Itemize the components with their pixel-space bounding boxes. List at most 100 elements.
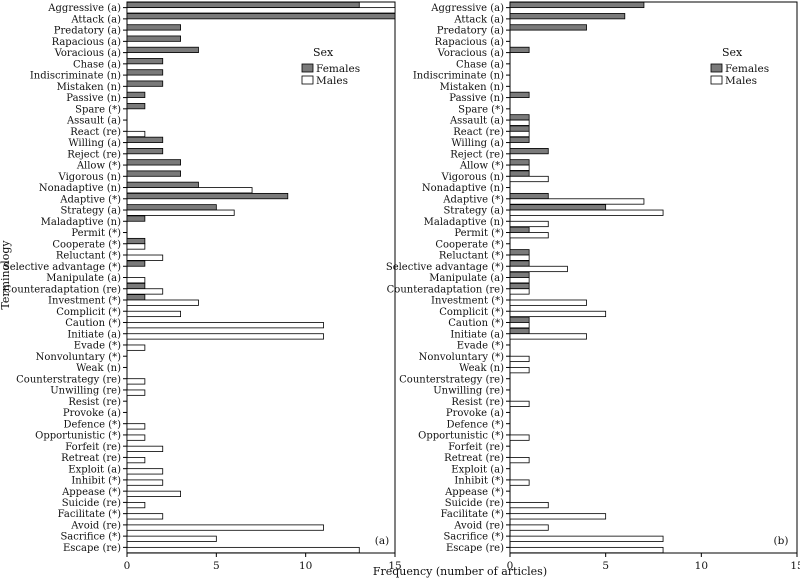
legend-label-males: Males xyxy=(725,75,757,87)
y-tick-label: React (re) xyxy=(70,127,121,138)
males-bar xyxy=(509,367,530,374)
y-tick-label: Allow (*) xyxy=(76,161,121,172)
males-bar xyxy=(126,130,146,138)
males-bar xyxy=(126,310,181,318)
females-bar xyxy=(126,103,146,110)
males-bar xyxy=(509,501,549,509)
y-tick-label: Spare (*) xyxy=(75,104,121,115)
y-tick-label: Adaptive (*) xyxy=(442,194,504,205)
y-tick-label: Nonadaptive (n) xyxy=(39,183,121,194)
y-tick-label: Maladaptive (n) xyxy=(41,217,121,228)
females-bar xyxy=(126,159,181,166)
y-tick-label: Maladaptive (n) xyxy=(424,217,504,228)
y-tick-label: Rapacious (a) xyxy=(435,37,505,48)
males-bar xyxy=(509,119,530,126)
females-bar xyxy=(509,170,530,177)
x-tick-label: 10 xyxy=(695,560,708,572)
y-tick-label: Attack (a) xyxy=(70,14,121,25)
y-tick-label: Nonvoluntary (*) xyxy=(419,352,504,363)
males-bar xyxy=(509,209,664,216)
y-tick-label: Attack (a) xyxy=(453,14,504,25)
y-tick-label: Complicit (*) xyxy=(439,307,504,318)
females-bar xyxy=(126,215,146,222)
females-bar xyxy=(126,181,199,188)
y-tick-label: Avoid (re) xyxy=(453,520,504,531)
females-bar xyxy=(126,260,146,267)
y-tick-label: Retreat (re) xyxy=(61,453,121,464)
y-tick-label: Counteradaptation (re) xyxy=(387,284,504,295)
legend-label-males: Males xyxy=(316,75,348,87)
y-tick-label: Suicide (re) xyxy=(445,498,504,509)
y-tick-label: Escape (re) xyxy=(446,543,504,554)
x-tick-label: 15 xyxy=(388,560,401,572)
y-tick-label: Defence (*) xyxy=(64,419,122,430)
females-bar xyxy=(126,1,360,9)
y-tick-label: Predatory (a) xyxy=(437,26,504,37)
males-bar xyxy=(126,7,396,14)
legend-title: Sex xyxy=(722,46,743,59)
males-bar xyxy=(126,254,164,261)
males-bar xyxy=(126,243,146,250)
males-bar xyxy=(126,457,146,464)
females-bar xyxy=(126,24,181,31)
females-bar xyxy=(509,282,530,290)
y-tick-label: Willing (a) xyxy=(451,138,504,149)
legend-label-females: Females xyxy=(316,63,360,75)
females-bar xyxy=(509,24,587,31)
y-tick-label: Exploit (a) xyxy=(68,464,121,475)
males-bar xyxy=(509,434,530,441)
y-tick-label: Unwilling (re) xyxy=(433,386,504,397)
females-bar xyxy=(126,58,164,65)
y-tick-label: Assault (a) xyxy=(449,116,504,127)
y-tick-label: Chase (a) xyxy=(456,59,504,70)
males-bar xyxy=(509,546,664,554)
legend-swatch-females xyxy=(710,63,723,73)
males-bar xyxy=(509,130,530,138)
males-bar xyxy=(509,524,549,531)
males-bar xyxy=(509,265,568,273)
males-bar xyxy=(509,220,549,228)
females-bar xyxy=(509,148,549,155)
males-bar xyxy=(509,400,530,407)
x-tick-label: 15 xyxy=(790,560,800,572)
y-tick-label: Manipulate (a) xyxy=(429,273,504,284)
y-tick-label: Willing (a) xyxy=(68,138,121,149)
y-tick-label: Permit (*) xyxy=(71,228,121,239)
females-bar xyxy=(126,170,181,177)
males-bar xyxy=(126,277,146,284)
y-tick-label: Weak (n) xyxy=(459,363,504,374)
females-bar xyxy=(126,91,146,98)
y-tick-label: Appease (*) xyxy=(61,487,121,498)
males-bar xyxy=(509,457,530,464)
y-tick-label: Selective advantage (*) xyxy=(386,262,504,273)
y-tick-label: Manipulate (a) xyxy=(46,273,121,284)
males-bar xyxy=(126,389,146,396)
y-tick-label: Facilitate (*) xyxy=(441,509,504,520)
males-bar xyxy=(126,333,324,340)
y-tick-label: Retreat (re) xyxy=(444,453,504,464)
females-bar xyxy=(509,91,530,98)
males-bar xyxy=(509,299,587,306)
females-bar xyxy=(126,282,146,290)
females-bar xyxy=(509,316,530,323)
y-tick-label: Caution (*) xyxy=(448,318,504,329)
y-tick-label: Vigorous (n) xyxy=(441,172,505,183)
y-tick-label: Escape (re) xyxy=(63,543,121,554)
y-tick-label: Avoid (re) xyxy=(70,520,121,531)
y-tick-label: Inhibit (*) xyxy=(71,476,121,487)
y-tick-label: Aggressive (a) xyxy=(47,3,121,14)
y-tick-label: Adaptive (*) xyxy=(59,194,121,205)
x-tick-label: 0 xyxy=(124,560,131,572)
males-bar xyxy=(126,513,164,520)
y-tick-label: Reject (re) xyxy=(67,149,121,160)
females-bar xyxy=(126,46,199,54)
y-tick-label: Voracious (a) xyxy=(54,48,122,59)
males-bar xyxy=(509,322,530,329)
males-bar xyxy=(126,423,146,430)
y-tick-label: Counterstrategy (re) xyxy=(399,374,504,385)
females-bar xyxy=(509,1,645,9)
males-bar xyxy=(126,535,217,542)
x-tick-label: 5 xyxy=(213,560,220,572)
x-tick-label: 0 xyxy=(507,560,514,572)
y-tick-label: Reluctant (*) xyxy=(439,251,504,262)
